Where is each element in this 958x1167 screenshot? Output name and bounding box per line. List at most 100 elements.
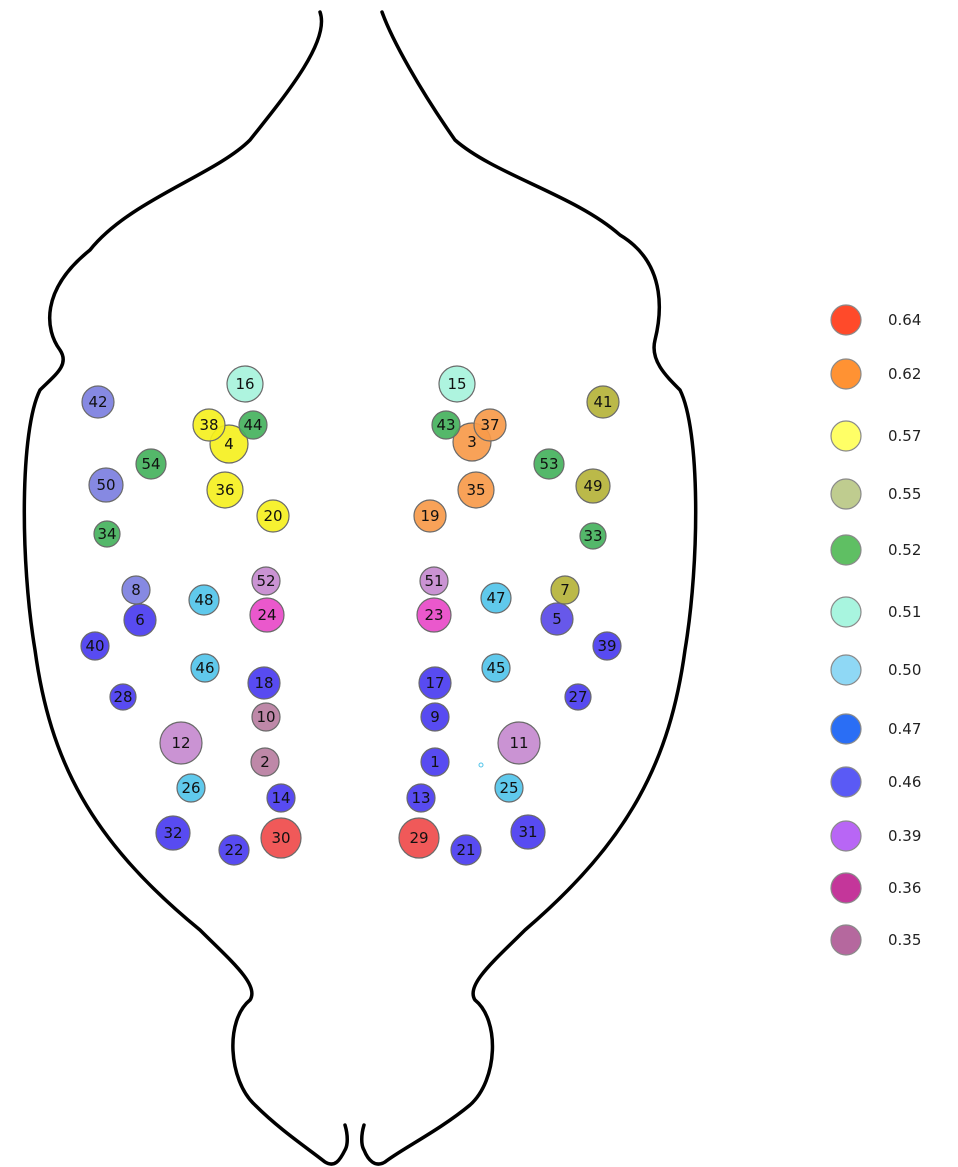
region-node-label: 8 (131, 581, 141, 599)
region-node-circle (533, 448, 565, 480)
region-node-label: 27 (568, 688, 587, 706)
region-node-label: 4 (224, 435, 234, 453)
region-node-41: 41 (586, 385, 620, 419)
region-node-label: 17 (425, 674, 444, 692)
region-node-label: 10 (256, 708, 275, 726)
region-node-22: 22 (218, 834, 250, 866)
region-node-label: 19 (420, 507, 439, 525)
region-node-label: 34 (97, 525, 116, 543)
region-node-circle (575, 468, 611, 504)
region-node-9: 9 (420, 702, 450, 732)
region-node-33: 33 (579, 522, 607, 550)
region-node-circle (81, 385, 115, 419)
region-node-circle (592, 631, 622, 661)
region-node-label: 7 (560, 581, 570, 599)
region-node-circle (238, 410, 268, 440)
region-node-circle (80, 631, 110, 661)
region-node-49: 49 (575, 468, 611, 504)
legend-item: 0.51 (830, 596, 921, 628)
region-node-7: 7 (550, 575, 580, 605)
region-node-21: 21 (450, 834, 482, 866)
region-node-circle (480, 582, 512, 614)
region-node-circle (413, 499, 447, 533)
region-node-circle (419, 566, 449, 596)
region-node-31: 31 (510, 814, 546, 850)
legend-item: 0.50 (830, 654, 921, 686)
region-node-38: 38 (192, 408, 226, 442)
legend-item: 0.62 (830, 358, 921, 390)
region-node-circle (497, 721, 541, 765)
region-node-2: 2 (250, 747, 280, 777)
region-node-label: 12 (171, 734, 190, 752)
region-node-circle (266, 783, 296, 813)
small-marker-dot (478, 762, 484, 768)
region-node-circle (218, 834, 250, 866)
region-node-label: 18 (254, 674, 273, 692)
region-nodes: 1234567891011121314151617181920212223242… (80, 365, 622, 866)
region-node-26: 26 (176, 773, 206, 803)
region-node-circle (192, 408, 226, 442)
region-node-circle (121, 575, 151, 605)
region-node-circle (88, 467, 124, 503)
brain-outline (22, 10, 349, 1166)
legend-value: 0.52 (888, 541, 921, 559)
region-node-circle (510, 814, 546, 850)
legend-item: 0.55 (830, 478, 921, 510)
region-node-circle (550, 575, 580, 605)
legend-item: 0.52 (830, 534, 921, 566)
region-node-1: 1 (420, 747, 450, 777)
region-node-label: 46 (195, 659, 214, 677)
region-node-circle (579, 522, 607, 550)
brain-outline-right (360, 10, 698, 1166)
region-node-circle (431, 410, 461, 440)
region-node-label: 36 (215, 481, 234, 499)
region-node-circle (155, 815, 191, 851)
region-node-label: 38 (199, 416, 218, 434)
region-node-36: 36 (206, 471, 244, 509)
region-node-circle (457, 471, 495, 509)
region-node-label: 50 (96, 476, 115, 494)
region-node-label: 42 (88, 393, 107, 411)
region-node-circle (247, 666, 281, 700)
region-node-label: 35 (466, 481, 485, 499)
region-node-label: 49 (583, 477, 602, 495)
region-node-circle (188, 584, 220, 616)
region-node-label: 53 (539, 455, 558, 473)
region-node-circle (250, 747, 280, 777)
region-node-label: 45 (486, 659, 505, 677)
region-node-label: 24 (257, 606, 276, 624)
region-node-label: 47 (486, 589, 505, 607)
legend-swatch (830, 420, 862, 452)
region-node-label: 1 (430, 753, 440, 771)
region-node-circle (481, 653, 511, 683)
legend-swatch (830, 713, 862, 745)
legend-value: 0.62 (888, 365, 921, 383)
region-node-label: 22 (224, 841, 243, 859)
region-node-label: 43 (436, 416, 455, 434)
region-node-8: 8 (121, 575, 151, 605)
region-node-circle (135, 448, 167, 480)
region-node-23: 23 (416, 597, 452, 633)
region-node-circle (418, 666, 452, 700)
region-node-label: 28 (113, 688, 132, 706)
legend-swatch (830, 872, 862, 904)
legend-swatch (830, 358, 862, 390)
legend-item: 0.64 (830, 304, 921, 336)
region-node-5: 5 (540, 602, 574, 636)
legend-swatch (830, 478, 862, 510)
region-node-24: 24 (249, 597, 285, 633)
legend-item: 0.57 (830, 420, 921, 452)
region-node-48: 48 (188, 584, 220, 616)
region-node-11: 11 (497, 721, 541, 765)
region-node-label: 51 (424, 572, 443, 590)
region-node-label: 15 (447, 375, 466, 393)
region-node-circle (176, 773, 206, 803)
legend-item: 0.46 (830, 766, 921, 798)
region-node-43: 43 (431, 410, 461, 440)
legend-item: 0.35 (830, 924, 921, 956)
region-node-12: 12 (159, 721, 203, 765)
region-node-label: 21 (456, 841, 475, 859)
region-node-circle (251, 702, 281, 732)
region-node-18: 18 (247, 666, 281, 700)
region-node-label: 40 (85, 637, 104, 655)
